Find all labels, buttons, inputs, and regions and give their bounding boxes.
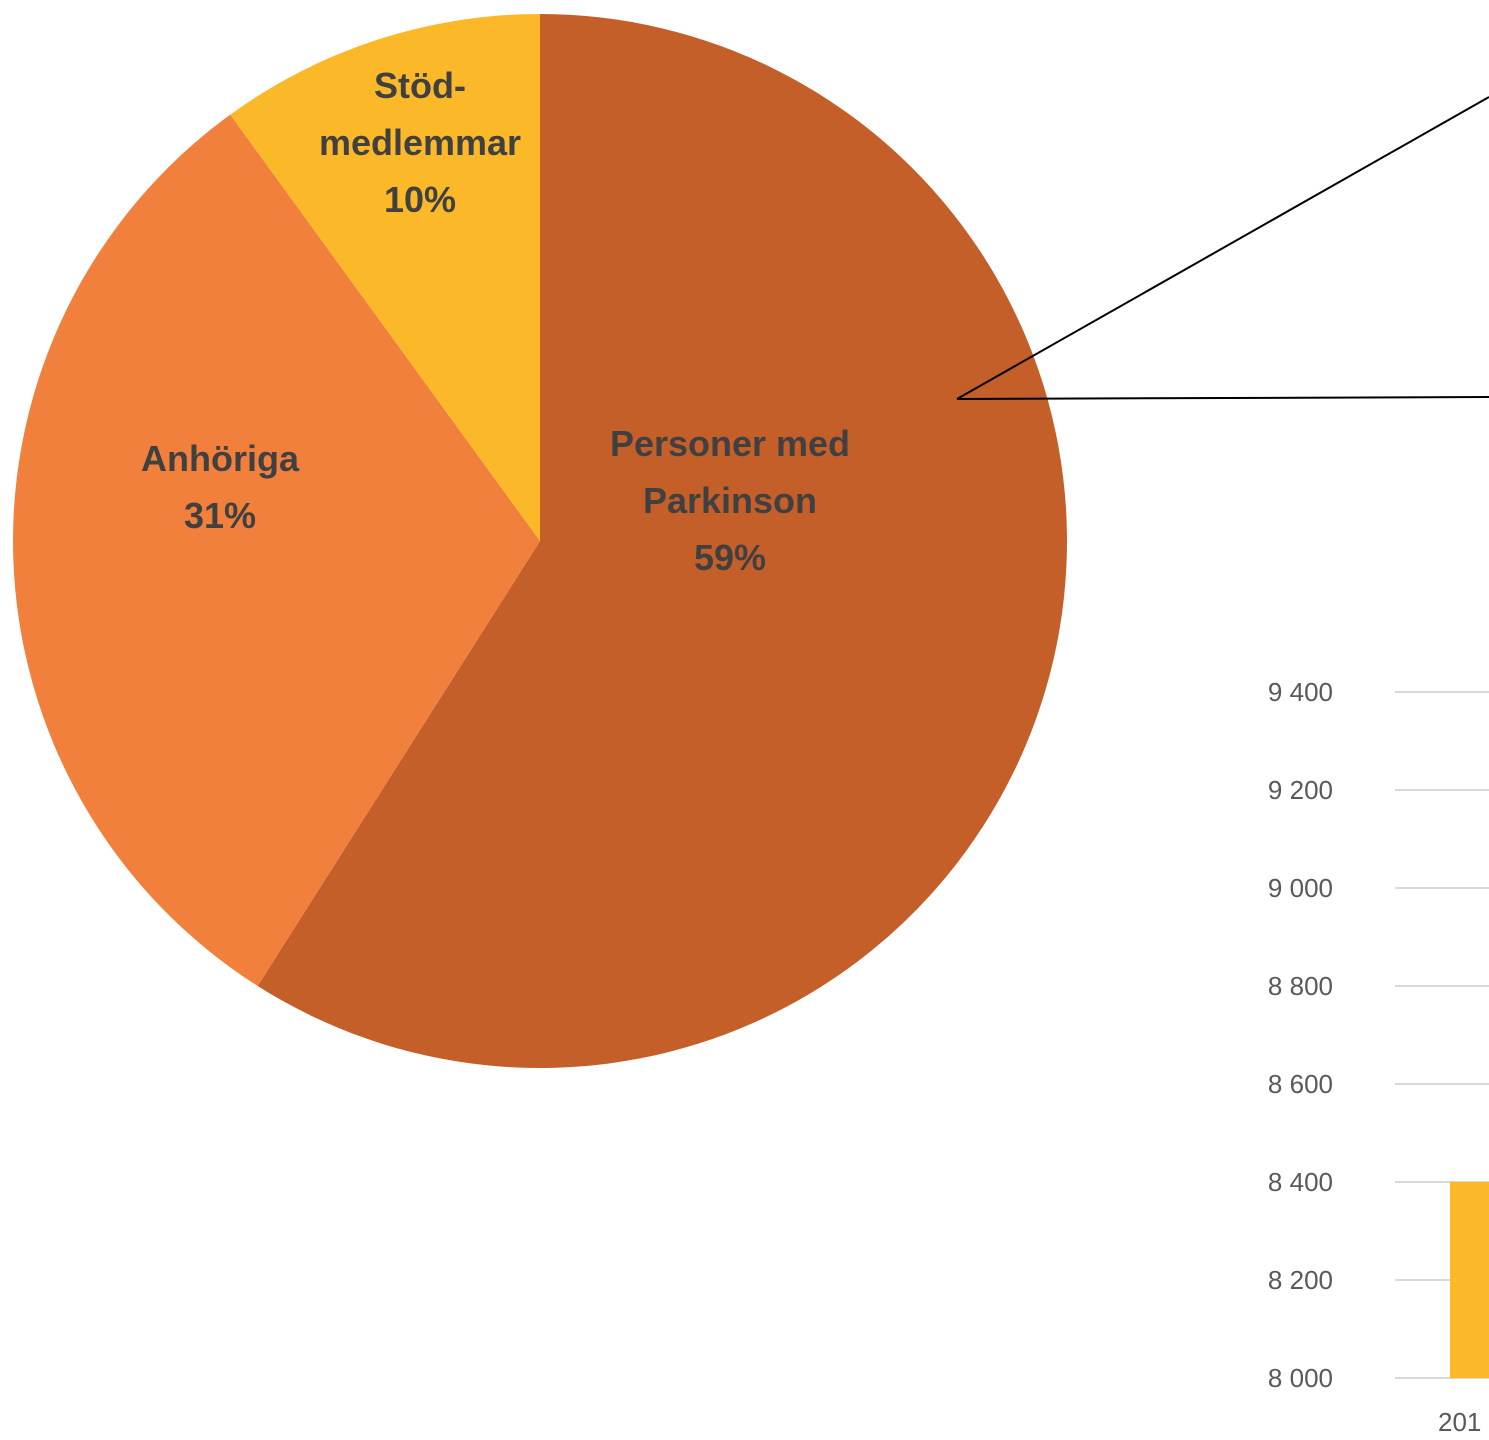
y-tick-label-7: 9 400 (1268, 677, 1333, 707)
y-tick-label-4: 8 800 (1268, 971, 1333, 1001)
pie-chart: Personer med Parkinson 59% Anhöriga 31% Stöd-… (12, 14, 1068, 1068)
pie-slice-0 (257, 14, 1068, 1068)
pie-slice-label-2: Stöd-medlemmar 10% (319, 65, 521, 220)
y-tick-label-3: 8 600 (1268, 1069, 1333, 1099)
pie-slice-label-0: Personer med Parkinson 59% (610, 423, 850, 578)
y-tick-label-6: 9 200 (1268, 775, 1333, 805)
bar-chart: 8 000 8 200 8 400 8 600 8 800 9 000 9 200 9 400… (1268, 677, 1489, 1437)
y-tick-label-2: 8 400 (1268, 1167, 1333, 1197)
pie-slice-2 (230, 14, 540, 541)
pie-slice-1 (12, 114, 540, 986)
y-tick-label-0: 8 000 (1268, 1363, 1333, 1393)
callout-line-bottom (956, 396, 1489, 400)
x-tick-label-0: 201 (1438, 1407, 1481, 1437)
callout-line-top (956, 96, 1489, 400)
y-tick-label-1: 8 200 (1268, 1265, 1333, 1295)
callout-lines (956, 96, 1489, 400)
pie-slice-label-1: Anhöriga 31% (141, 438, 300, 536)
bar-0 (1450, 1182, 1489, 1378)
y-tick-label-5: 9 000 (1268, 873, 1333, 903)
